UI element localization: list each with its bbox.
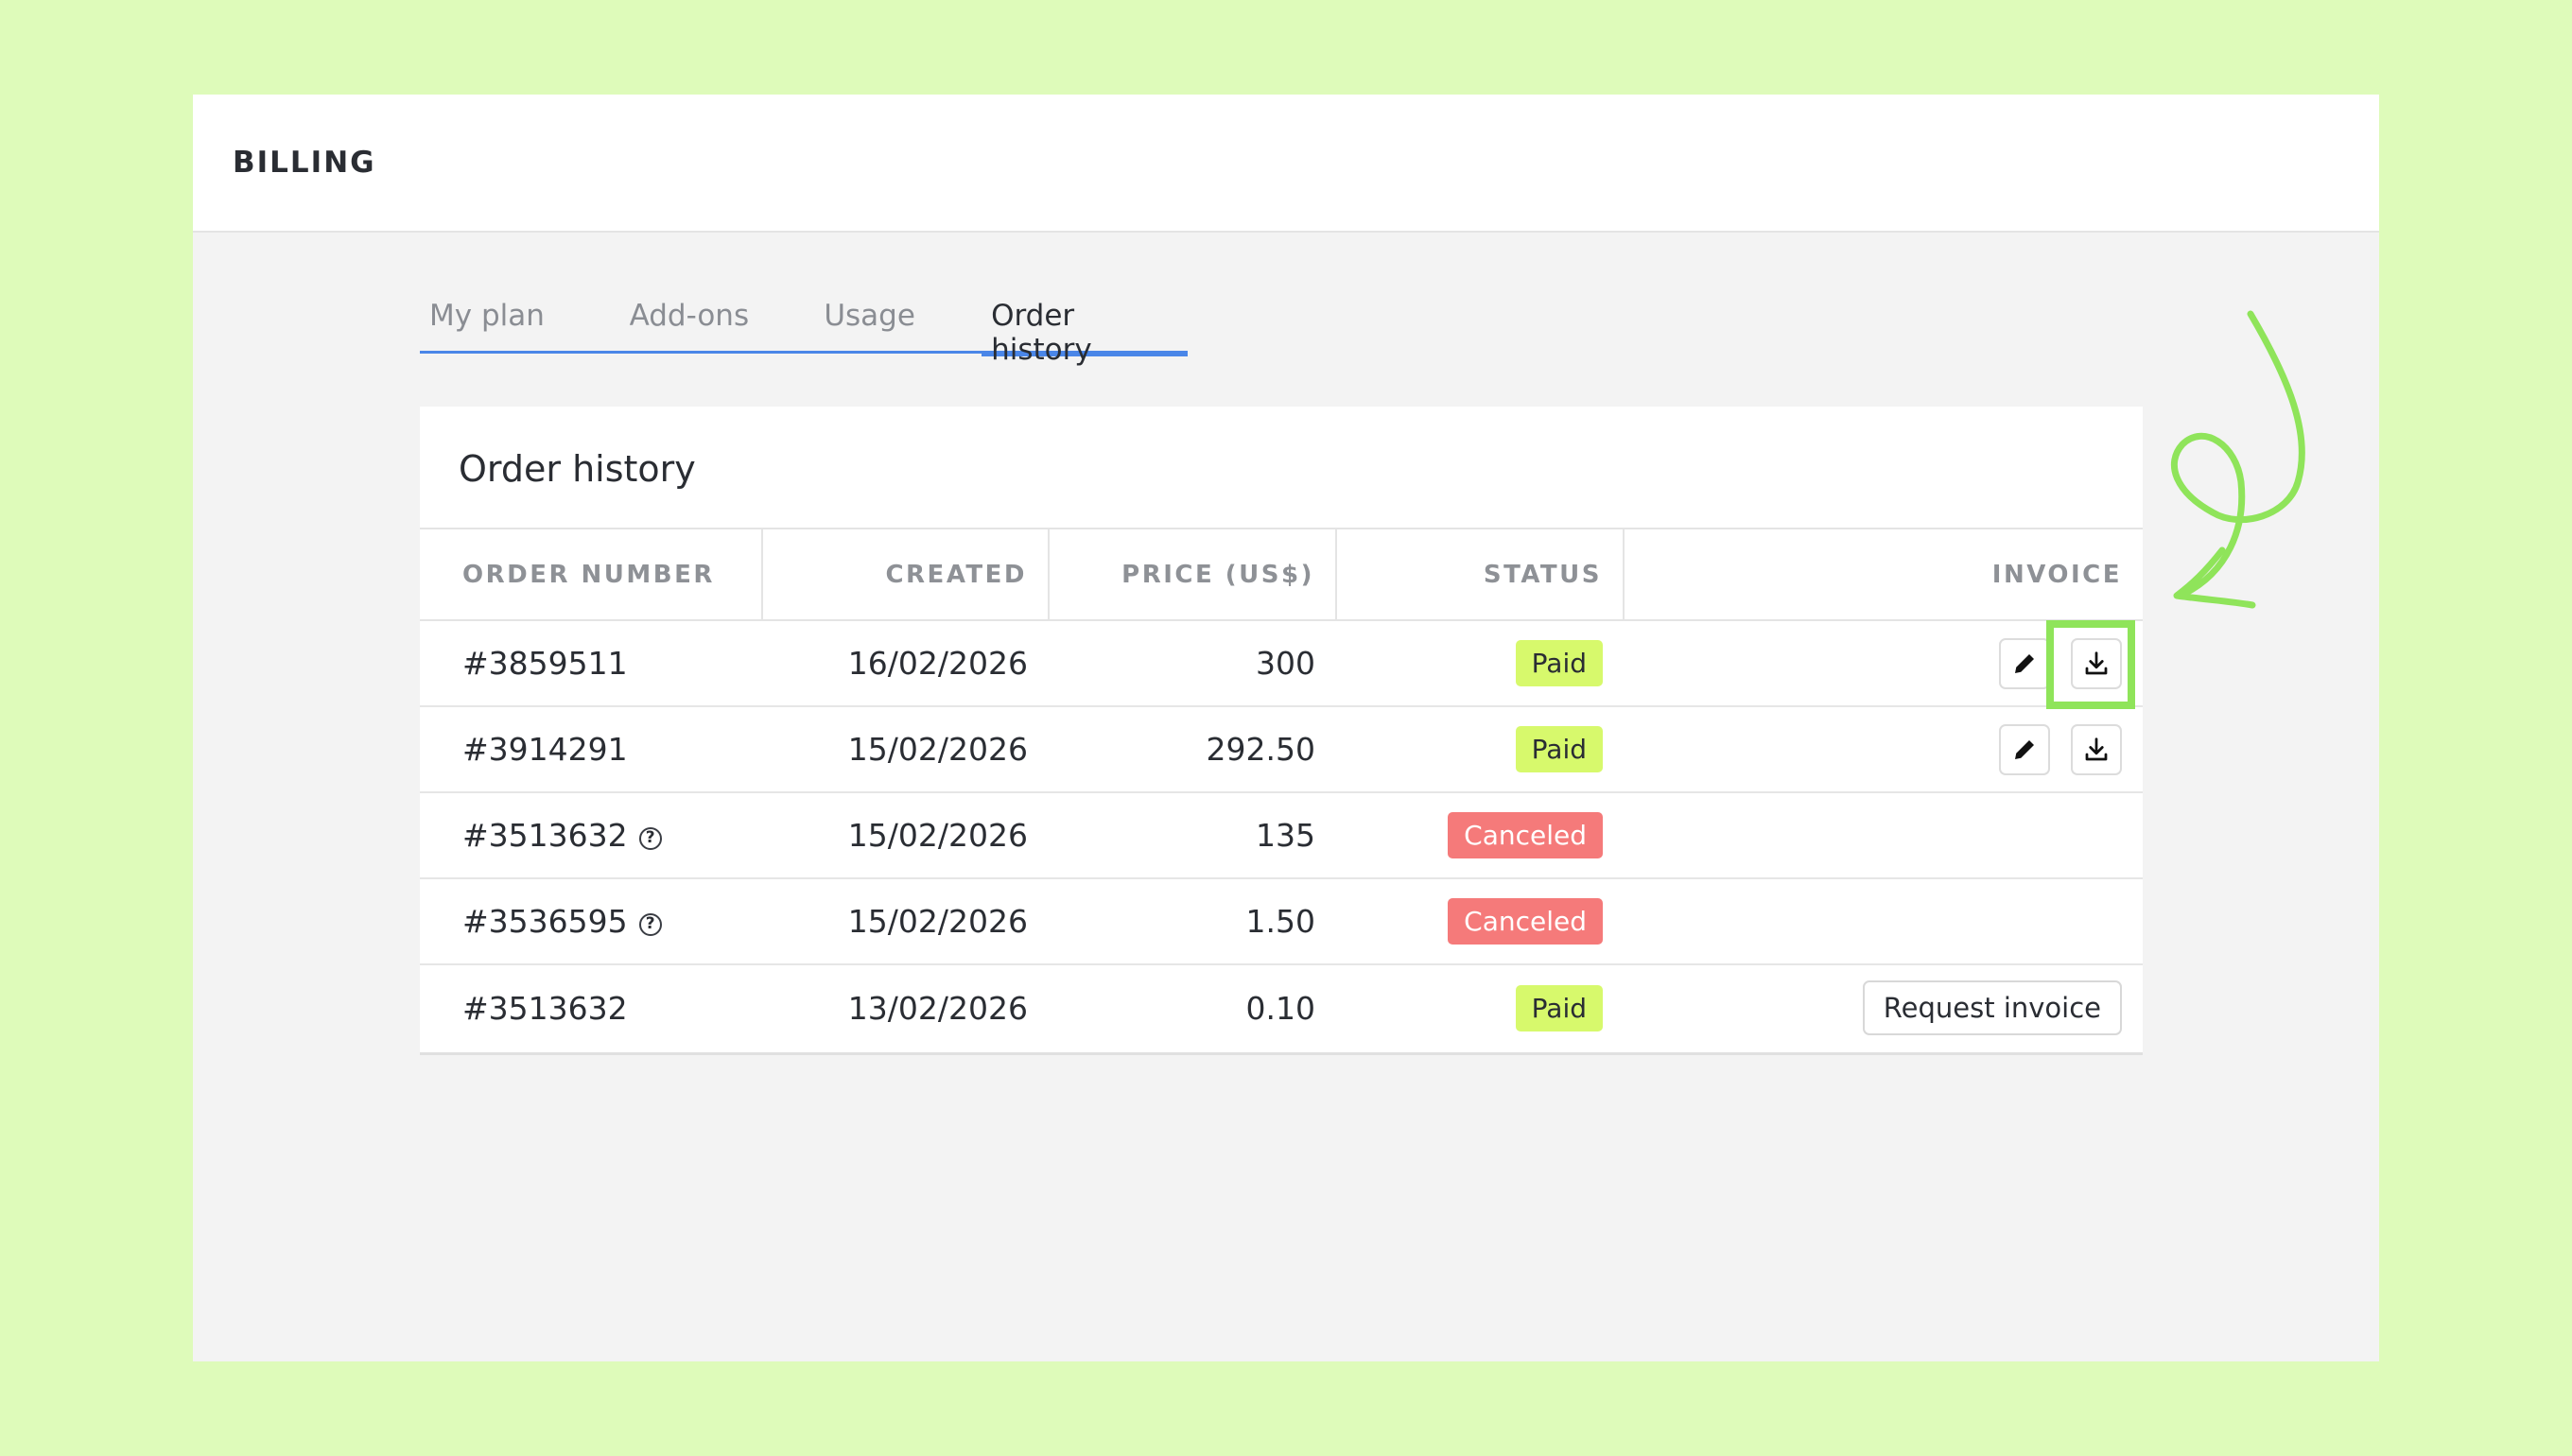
billing-window: BILLING My plan Add-ons Usage Order hist…: [193, 95, 2379, 1361]
question-circle-icon[interactable]: ?: [638, 827, 662, 850]
column-header-created: CREATED: [762, 529, 1050, 621]
price: 0.10: [1245, 989, 1315, 1027]
table-header-row: ORDER NUMBER CREATED PRICE (US$) STATUS …: [420, 529, 2143, 621]
pencil-icon: [2015, 653, 2034, 673]
request-invoice-button[interactable]: Request invoice: [1862, 980, 2122, 1035]
table-row: #3914291 15/02/2026 292.50 Paid: [420, 706, 2143, 793]
download-highlight-box: [2046, 620, 2135, 709]
pencil-icon: [2015, 739, 2034, 759]
price: 292.50: [1049, 706, 1336, 793]
curly-arrow-icon: [2171, 310, 2305, 609]
status-badge: Paid: [1515, 984, 1603, 1031]
created-date: 13/02/2026: [847, 989, 1028, 1027]
table-row: #3513632? 15/02/2026 135 Canceled: [420, 792, 2143, 879]
price: 1.50: [1049, 878, 1336, 965]
column-header-invoice: INVOICE: [1624, 529, 2143, 621]
column-header-order-number: ORDER NUMBER: [420, 529, 763, 621]
order-number: #3513632: [462, 817, 628, 854]
tab-order-history[interactable]: Order history: [982, 291, 1188, 367]
order-history-card: Order history ORDER NUMBER CREATED PRICE…: [420, 407, 2143, 1055]
top-bar: BILLING: [193, 95, 2379, 233]
order-number: #3914291: [420, 706, 762, 793]
download-icon: [2085, 737, 2108, 760]
tab-my-plan[interactable]: My plan: [429, 299, 545, 333]
download-icon: [2085, 650, 2108, 674]
created-date: 15/02/2026: [762, 878, 1049, 965]
table-row: #3859511 16/02/2026 300 Paid: [420, 620, 2143, 707]
status-badge: Paid: [1515, 726, 1603, 772]
table-row: #3536595? 15/02/2026 1.50 Canceled: [420, 878, 2143, 965]
column-header-status: STATUS: [1336, 529, 1625, 621]
edit-button[interactable]: [1999, 637, 2050, 689]
status-badge: Canceled: [1448, 898, 1603, 945]
status-badge: Paid: [1515, 640, 1603, 686]
created-date: 15/02/2026: [762, 706, 1049, 793]
column-header-price: PRICE (US$): [1049, 529, 1337, 621]
order-number: #3513632: [462, 989, 628, 1027]
created-date: 16/02/2026: [762, 620, 1049, 707]
page-title: BILLING: [233, 146, 376, 180]
created-date: 15/02/2026: [762, 792, 1049, 879]
download-invoice-button[interactable]: [2071, 637, 2122, 689]
status-badge: Canceled: [1448, 812, 1603, 858]
tab-bar: My plan Add-ons Usage Order history: [420, 291, 1188, 367]
order-number: #3859511: [420, 620, 762, 707]
order-table: ORDER NUMBER CREATED PRICE (US$) STATUS …: [420, 529, 2143, 1050]
edit-button[interactable]: [1999, 723, 2050, 775]
tab-add-ons[interactable]: Add-ons: [629, 299, 750, 333]
price: 300: [1049, 620, 1336, 707]
tab-usage[interactable]: Usage: [824, 299, 915, 333]
table-row: #3513632 13/02/2026 0.10 Paid Request in…: [420, 964, 2143, 1050]
price: 135: [1049, 792, 1336, 879]
card-title: Order history: [420, 407, 2143, 529]
order-number: #3536595: [462, 903, 628, 940]
download-invoice-button[interactable]: [2071, 723, 2122, 775]
question-circle-icon[interactable]: ?: [638, 913, 662, 936]
